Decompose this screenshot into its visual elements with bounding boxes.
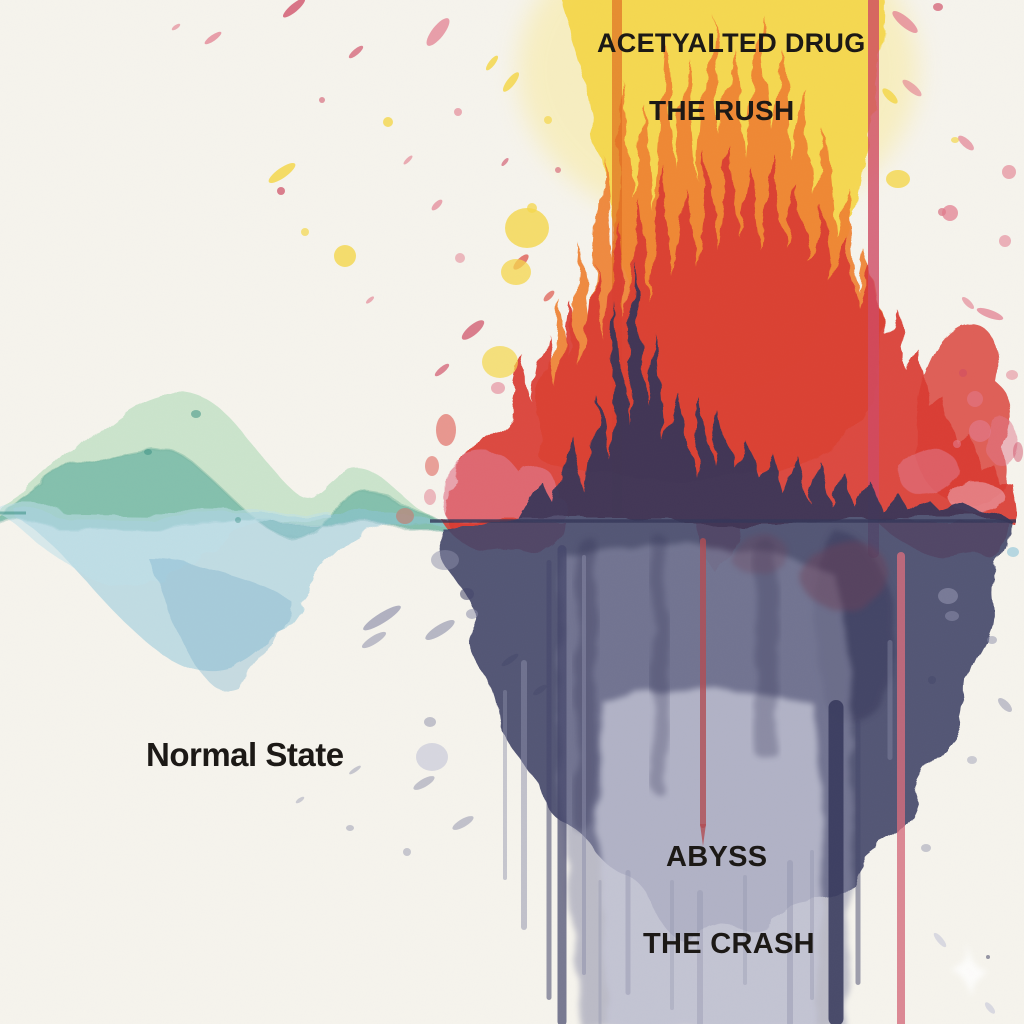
label-normal-state: Normal State <box>146 736 344 773</box>
label-the-crash: THE CRASH <box>643 928 815 960</box>
label-the-rush: THE RUSH <box>649 95 795 126</box>
label-abyss: ABYSS <box>666 841 768 873</box>
label-drug-title: ACETYALTED DRUG <box>597 28 866 58</box>
